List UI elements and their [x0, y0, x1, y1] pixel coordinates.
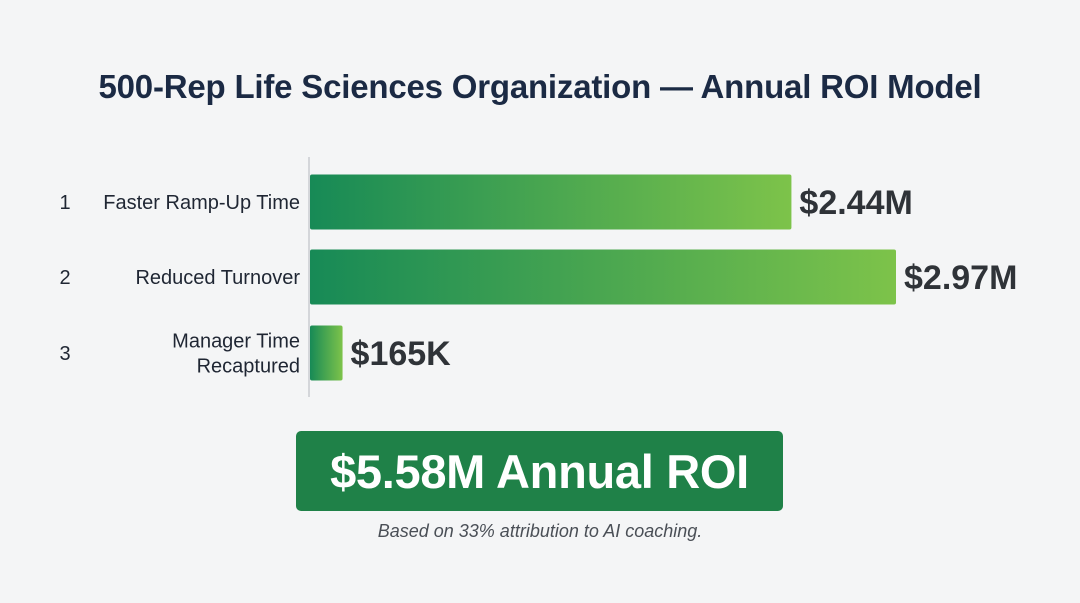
bar: [310, 249, 896, 305]
bar: [310, 174, 792, 230]
rank-number: 3: [59, 343, 70, 365]
category-label: Faster Ramp-Up Time: [103, 192, 300, 214]
chart-title: 500-Rep Life Sciences Organization — Ann…: [98, 68, 982, 105]
total-roi-badge: $5.58M Annual ROI: [296, 431, 783, 511]
category-label: Reduced Turnover: [135, 267, 300, 289]
attribution-footnote: Based on 33% attribution to AI coaching.: [377, 521, 703, 541]
bar-value-label: $2.97M: [904, 259, 1017, 297]
category-label: Manager Time Recaptured: [172, 331, 300, 378]
bar: [310, 325, 343, 381]
rank-number: 2: [59, 267, 70, 289]
bar-value-label: $165K: [351, 335, 452, 373]
total-roi-label: $5.58M Annual ROI: [330, 444, 749, 498]
rank-number: 1: [59, 192, 70, 214]
bar-value-label: $2.44M: [799, 184, 912, 222]
